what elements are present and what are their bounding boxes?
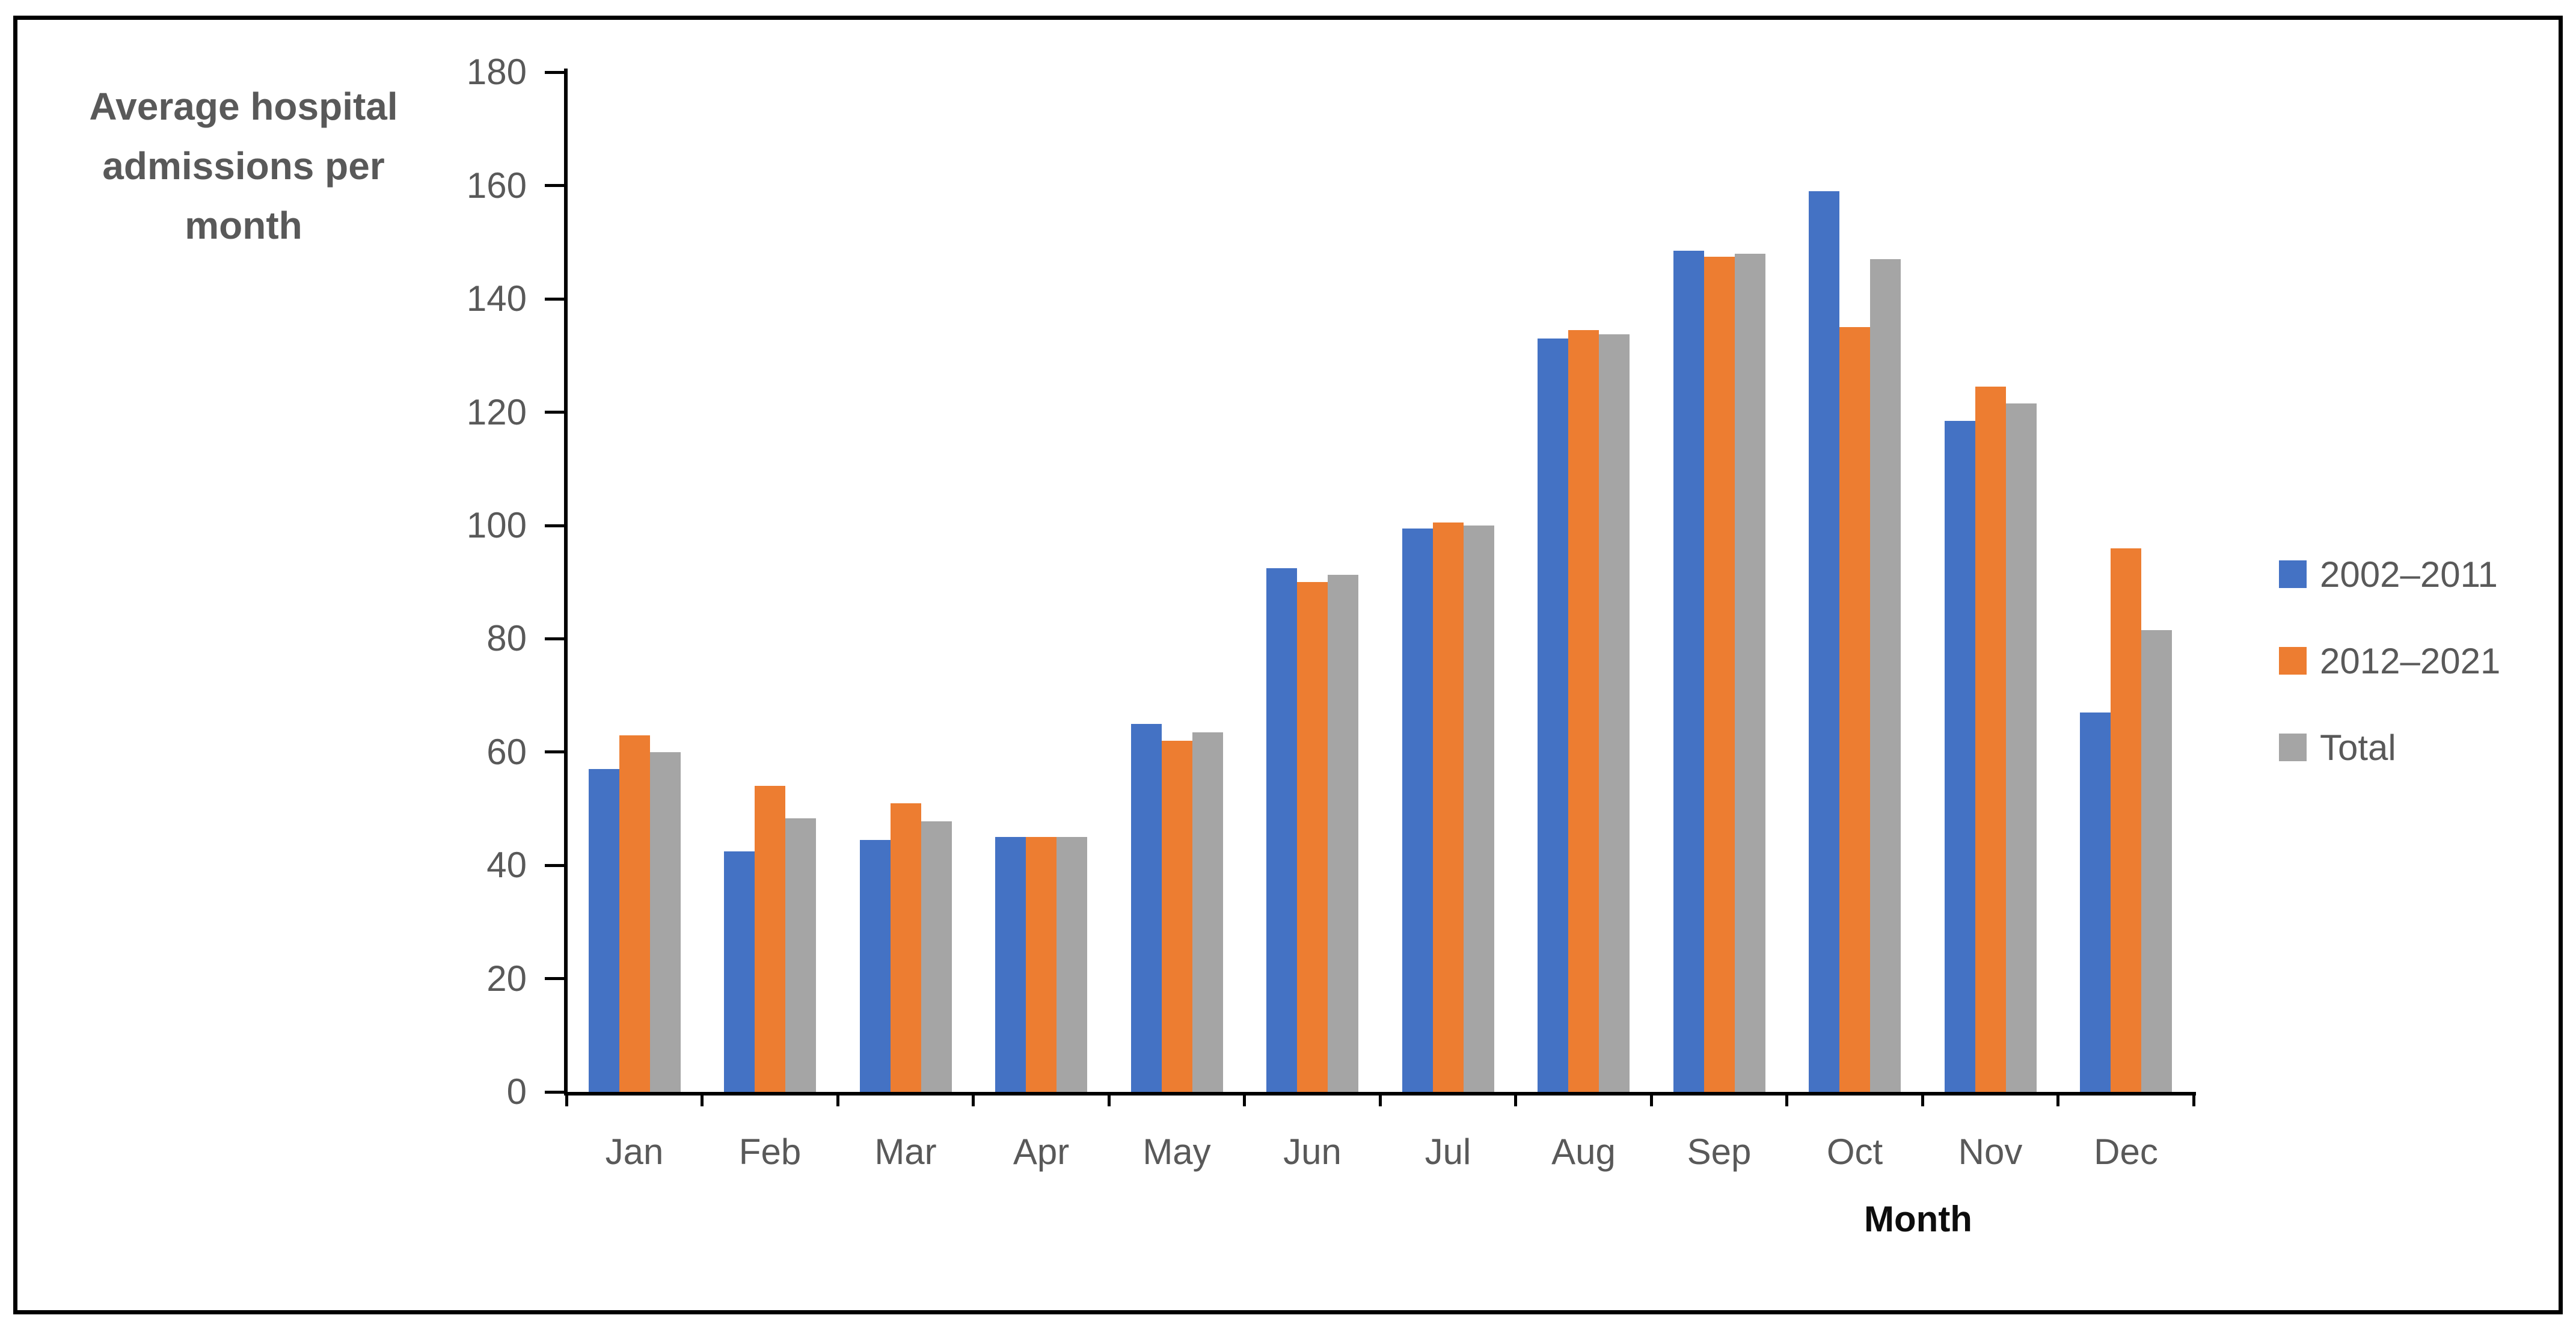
x-category-label-feb: Feb bbox=[738, 1132, 802, 1172]
bar-aug-series-1 bbox=[1538, 339, 1568, 1092]
x-tick bbox=[565, 1092, 568, 1106]
bar-jan-series-1 bbox=[588, 769, 619, 1092]
x-category-label-oct: Oct bbox=[1826, 1132, 1883, 1172]
bar-oct-series-1 bbox=[1809, 191, 1839, 1092]
y-tick bbox=[545, 184, 568, 188]
legend-item-2: 2012–2021 bbox=[2279, 640, 2501, 681]
bar-dec-series-2 bbox=[2111, 548, 2141, 1092]
x-tick bbox=[2056, 1092, 2060, 1106]
legend-label: Total bbox=[2320, 727, 2396, 768]
x-category-label-jan: Jan bbox=[605, 1132, 664, 1172]
bar-jul-series-1 bbox=[1402, 528, 1433, 1092]
x-tick bbox=[1649, 1092, 1653, 1106]
legend-item-3: Total bbox=[2279, 727, 2396, 768]
x-tick bbox=[1107, 1092, 1111, 1106]
y-tick-label: 20 bbox=[486, 958, 527, 999]
y-tick-label: 180 bbox=[466, 52, 527, 93]
legend-swatch-icon bbox=[2279, 647, 2307, 675]
bar-jul-series-2 bbox=[1432, 522, 1464, 1092]
bar-mar-series-3 bbox=[921, 821, 952, 1092]
bar-jun-series-2 bbox=[1297, 582, 1328, 1092]
bar-may-series-3 bbox=[1192, 732, 1223, 1092]
x-tick bbox=[1378, 1092, 1382, 1106]
bar-sep-series-2 bbox=[1704, 256, 1735, 1092]
x-tick bbox=[836, 1092, 839, 1106]
y-tick bbox=[545, 297, 568, 301]
bar-apr-series-3 bbox=[1056, 837, 1087, 1092]
bar-jul-series-3 bbox=[1463, 526, 1494, 1092]
x-tick bbox=[972, 1092, 975, 1106]
bar-jun-series-1 bbox=[1266, 568, 1297, 1092]
x-tick bbox=[1243, 1092, 1247, 1106]
y-tick bbox=[545, 750, 568, 754]
x-category-label-may: May bbox=[1142, 1132, 1211, 1172]
bar-jun-series-3 bbox=[1328, 575, 1358, 1092]
chart-title: Average hospital admissions per month bbox=[89, 85, 398, 248]
x-tick bbox=[1785, 1092, 1789, 1106]
bar-feb-series-2 bbox=[755, 786, 785, 1092]
y-tick-label: 140 bbox=[466, 278, 527, 319]
bar-nov-series-3 bbox=[2005, 403, 2037, 1092]
y-tick-label: 120 bbox=[466, 391, 527, 432]
bar-aug-series-3 bbox=[1599, 334, 1630, 1092]
x-category-label-jun: Jun bbox=[1283, 1132, 1342, 1172]
x-category-label-jul: Jul bbox=[1424, 1132, 1471, 1172]
x-category-label-dec: Dec bbox=[2094, 1132, 2158, 1172]
x-category-label-nov: Nov bbox=[1958, 1132, 2023, 1172]
bar-dec-series-1 bbox=[2080, 712, 2111, 1092]
bar-jan-series-3 bbox=[649, 752, 681, 1092]
y-tick bbox=[545, 977, 568, 981]
y-tick-label: 80 bbox=[486, 618, 527, 659]
x-category-label-mar: Mar bbox=[874, 1132, 937, 1172]
x-category-label-aug: Aug bbox=[1551, 1132, 1616, 1172]
bar-mar-series-2 bbox=[890, 803, 921, 1092]
bar-sep-series-3 bbox=[1734, 253, 1765, 1092]
bar-may-series-2 bbox=[1161, 740, 1192, 1092]
y-tick bbox=[545, 70, 568, 74]
bar-jan-series-2 bbox=[619, 735, 650, 1092]
x-tick bbox=[701, 1092, 704, 1106]
bar-feb-series-1 bbox=[724, 851, 755, 1092]
bar-aug-series-2 bbox=[1568, 330, 1599, 1092]
bar-nov-series-2 bbox=[1975, 387, 2006, 1092]
legend-label: 2012–2021 bbox=[2320, 640, 2501, 681]
x-tick bbox=[1514, 1092, 1518, 1106]
x-category-label-sep: Sep bbox=[1687, 1132, 1752, 1172]
x-tick bbox=[1921, 1092, 1924, 1106]
y-tick-label: 160 bbox=[466, 165, 527, 206]
y-tick bbox=[545, 524, 568, 527]
y-tick bbox=[545, 863, 568, 867]
x-category-label-apr: Apr bbox=[1013, 1132, 1070, 1172]
legend-item-1: 2002–2011 bbox=[2279, 554, 2498, 595]
legend-swatch-icon bbox=[2279, 734, 2307, 761]
bar-dec-series-3 bbox=[2141, 630, 2172, 1092]
bar-mar-series-1 bbox=[859, 839, 891, 1092]
y-tick-label: 60 bbox=[486, 731, 527, 772]
y-tick bbox=[545, 637, 568, 640]
bar-apr-series-1 bbox=[995, 837, 1026, 1092]
y-tick bbox=[545, 1090, 568, 1094]
y-tick-label: 0 bbox=[506, 1071, 527, 1112]
bar-may-series-1 bbox=[1130, 723, 1162, 1092]
y-tick-label: 100 bbox=[466, 505, 527, 545]
bar-nov-series-1 bbox=[1944, 420, 1975, 1092]
y-axis-line bbox=[564, 69, 568, 1096]
bar-sep-series-1 bbox=[1673, 251, 1704, 1092]
y-tick bbox=[545, 411, 568, 414]
bar-oct-series-2 bbox=[1839, 327, 1870, 1092]
x-axis-line bbox=[564, 1092, 2196, 1096]
bar-feb-series-3 bbox=[785, 818, 816, 1092]
x-axis-title: Month bbox=[1864, 1199, 1972, 1239]
bar-oct-series-3 bbox=[1870, 259, 1901, 1092]
x-tick bbox=[2192, 1092, 2195, 1106]
bar-apr-series-2 bbox=[1026, 837, 1056, 1092]
legend-label: 2002–2011 bbox=[2320, 554, 2498, 595]
y-tick-label: 40 bbox=[486, 845, 527, 886]
legend-swatch-icon bbox=[2279, 560, 2307, 588]
